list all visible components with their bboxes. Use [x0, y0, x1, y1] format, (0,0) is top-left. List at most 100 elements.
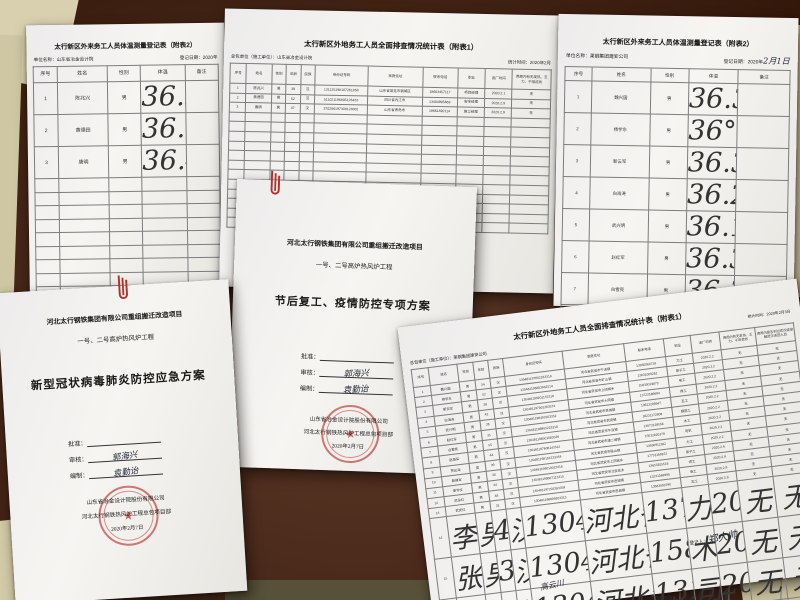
column-header: 姓名	[245, 63, 273, 85]
company-project-line: 河北太行钢铁集团有限公司重组搬迁改造项目	[46, 311, 183, 327]
register-date-ink: 2月1日	[762, 55, 790, 66]
column-header: 两周内有无发热、乏力、干咳症状	[512, 69, 552, 90]
empty-cell	[270, 141, 285, 152]
table-cell: 13780438859	[641, 488, 687, 534]
column-header: 体温	[688, 68, 739, 84]
column-header: 民族	[300, 64, 316, 85]
empty-cell	[244, 150, 271, 161]
empty-cell	[298, 151, 314, 162]
table-cell: 男	[649, 82, 689, 115]
table-cell: 男	[271, 93, 286, 104]
empty-cell	[483, 165, 511, 176]
table-cell: 男	[107, 81, 142, 114]
table-cell: 唐明	[245, 102, 272, 113]
unit-name: 单位名称：莱钢集团建安公司	[565, 54, 629, 61]
empty-cell	[483, 155, 511, 166]
empty-cell	[59, 245, 110, 260]
compile-signature: 袁勤诒	[112, 466, 139, 480]
table-cell: 唐明	[58, 145, 109, 179]
empty-cell	[244, 121, 271, 132]
empty-cell	[187, 230, 221, 245]
empty-cell	[109, 204, 143, 219]
empty-cell	[108, 190, 143, 205]
table-cell	[737, 83, 790, 117]
empty-cell	[245, 112, 271, 123]
empty-cell	[186, 189, 221, 204]
empty-cell	[483, 146, 512, 157]
paperclip-icon	[270, 170, 281, 195]
table-cell: 无	[742, 517, 784, 563]
empty-cell	[187, 243, 221, 258]
table-cell: 47	[285, 103, 301, 114]
register-date: 登记日期：2020年2月1日	[723, 55, 790, 66]
empty-cell	[142, 230, 188, 245]
table-cell: 2	[33, 114, 59, 147]
table-cell: 男	[271, 84, 287, 94]
unit-name: 单位名称：山东省冶金设计院	[33, 56, 94, 63]
review-label: 审核：	[68, 456, 88, 465]
table-cell: 15833396687	[646, 528, 692, 575]
empty-cell	[299, 113, 315, 124]
empty-cell	[244, 141, 271, 152]
empty-cell	[483, 126, 512, 138]
empty-cell	[270, 122, 286, 133]
empty-cell	[35, 232, 60, 247]
column-header: 职业	[457, 67, 486, 89]
company-project-line: 河北太行钢铁集团有限公司重组搬迁改造项目	[286, 239, 423, 252]
column-header: 备注	[184, 64, 219, 81]
empty-cell	[60, 272, 111, 287]
document-survey-table-bottom: 太行新区外地务工人员全面排查情况统计表（附表1） 统计时间：2020年2月3日 …	[397, 278, 800, 600]
project-name-line: 一号、二号高炉热风炉工程	[77, 333, 155, 346]
empty-cell	[509, 223, 549, 234]
table-cell: 36.3°	[685, 242, 736, 276]
table-cell: 汉	[299, 103, 315, 114]
empty-cell	[228, 121, 246, 132]
empty-cell	[36, 272, 61, 287]
table-cell: 男	[649, 114, 689, 147]
empty-cell	[270, 131, 286, 142]
column-header: 身份证号码	[314, 64, 369, 87]
empty-cell	[229, 111, 246, 122]
empty-cell	[34, 178, 59, 193]
empty-cell	[284, 151, 300, 162]
table-cell: 男	[108, 145, 143, 178]
empty-cell	[109, 231, 143, 246]
table-cell: 汉	[300, 84, 315, 95]
empty-cell	[58, 191, 110, 206]
table-cell: 汉	[300, 94, 315, 105]
table-cell: 2	[229, 92, 246, 103]
column-header: 返厂时间	[484, 68, 513, 90]
column-header: 联系电话	[422, 67, 459, 88]
table-cell: 白海涛	[589, 177, 649, 211]
table-cell: 36.4	[141, 144, 187, 178]
empty-cell	[59, 258, 111, 273]
table-cell: 无	[778, 512, 800, 559]
table-cell: 男	[270, 103, 286, 114]
table-cell: 无	[773, 472, 800, 518]
table-cell: 安全经理	[457, 97, 485, 108]
table-cell: 2020.2.9	[484, 107, 512, 118]
empty-cell	[456, 116, 485, 127]
table-cell: 1	[33, 82, 58, 115]
contractor-name: 总包单位（施工单位）：山东省冶金设计院	[230, 53, 313, 61]
table-cell: 6	[561, 240, 590, 273]
table-cell: 黄德田	[245, 93, 272, 104]
floor-patch-left	[0, 34, 23, 316]
table-cell: 无	[747, 558, 789, 600]
table-cell: 男	[648, 146, 688, 179]
table-cell: 7	[560, 272, 589, 305]
table-cell: 陈兆兴	[245, 83, 272, 94]
empty-cell	[270, 112, 286, 123]
table-cell: 男	[647, 210, 687, 243]
empty-cell	[284, 170, 299, 181]
paperclip-icon	[117, 275, 128, 299]
table-cell: 李成祥	[446, 513, 481, 558]
empty-cell	[299, 122, 315, 133]
table-cell: 力工	[681, 484, 714, 529]
empty-cell	[186, 203, 221, 218]
empty-cell	[142, 190, 187, 205]
empty-cell	[299, 142, 314, 153]
review-signature: 郭海兴	[111, 450, 138, 464]
cover-title: 节后复工、疫情防控专项方案	[274, 295, 431, 313]
empty-cell	[59, 231, 110, 246]
